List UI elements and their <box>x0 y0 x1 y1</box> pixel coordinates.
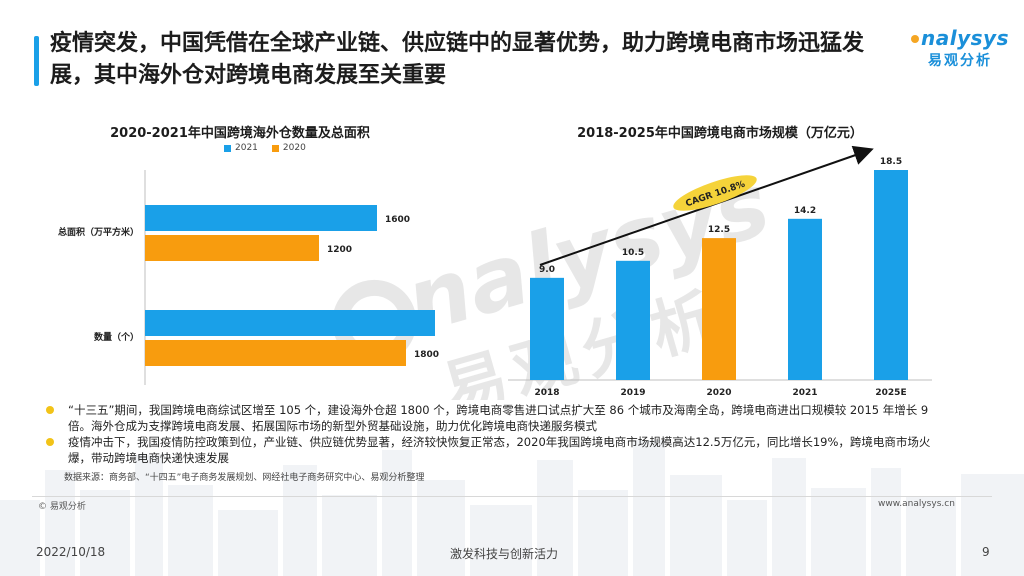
logo-dot-icon <box>911 35 919 43</box>
footer-divider <box>32 496 992 497</box>
page-number: 9 <box>982 545 990 559</box>
right-chart-category-label: 2025E <box>875 388 906 398</box>
right-chart-bar <box>702 238 736 380</box>
trend-arrow <box>539 145 874 266</box>
legend-label-2021: 2021 <box>235 143 258 153</box>
bullet-dot-icon <box>46 406 54 414</box>
left-chart-category-label: 总面积（万平方米） <box>58 226 139 238</box>
legend-item-2020: 2020 <box>271 143 306 153</box>
right-chart-bar <box>616 260 650 380</box>
left-chart-title: 2020-2021年中国跨境海外仓数量及总面积 <box>110 126 370 141</box>
left-chart-bar <box>145 310 435 336</box>
logo-text-cn: 易观分析 <box>928 53 992 69</box>
right-bar-chart: CAGR 10.8%9.0201810.5201912.5202014.2202… <box>508 145 932 398</box>
title-accent-bar <box>34 36 39 86</box>
legend-swatch-2021 <box>224 144 231 152</box>
slide-date: 2022/10/18 <box>36 545 106 559</box>
left-chart-value-label: 1600 <box>385 215 410 225</box>
right-chart-category-label: 2021 <box>792 388 817 398</box>
cagr-badge <box>673 175 757 211</box>
bullet-dot-icon <box>46 438 54 446</box>
right-chart-bar <box>788 218 822 380</box>
bullet-item: “十三五”期间，我国跨境电商综试区增至 105 个，建设海外仓超 1800 个，… <box>46 402 946 434</box>
brand-logo: nalysys 易观分析 <box>905 26 1015 70</box>
slide-tagline: 激发科技与创新活力 <box>450 547 559 561</box>
left-chart-bar <box>145 235 319 261</box>
legend-item-2021: 2021 <box>224 143 258 153</box>
right-chart-category-label: 2019 <box>620 388 645 398</box>
legend-swatch-2020 <box>271 144 279 152</box>
left-chart-legend: 2021 2020 <box>224 143 306 153</box>
right-chart-value-label: 14.2 <box>794 206 816 216</box>
left-chart-value-label: 1200 <box>327 245 352 255</box>
left-chart-category-label: 数量（个） <box>94 331 139 343</box>
right-chart-value-label: 9.0 <box>539 265 555 275</box>
legend-label-2020: 2020 <box>282 143 306 153</box>
right-chart-category-label: 2018 <box>534 388 559 398</box>
bullet-list: “十三五”期间，我国跨境电商综试区增至 105 个，建设海外仓超 1800 个，… <box>46 402 946 466</box>
copyright: © 易观分析 <box>38 502 86 512</box>
left-chart-bar <box>145 205 377 231</box>
bullet-item: 疫情冲击下，我国疫情防控政策到位，产业链、供应链优势显著，经济较快恢复正常态，2… <box>46 434 946 466</box>
page-title: 疫情突发，中国凭借在全球产业链、供应链中的显著优势，助力跨境电商市场迅猛发展，其… <box>50 31 865 88</box>
data-source: 数据来源：商务部、“十四五”电子商务发展规划、网经社电子商务研究中心、易观分析整… <box>64 473 425 483</box>
right-chart-bar <box>874 170 908 380</box>
right-chart-value-label: 10.5 <box>622 248 644 258</box>
bullet-text-1: “十三五”期间，我国跨境电商综试区增至 105 个，建设海外仓超 1800 个，… <box>68 403 929 433</box>
right-chart-value-label: 18.5 <box>880 157 902 167</box>
bullet-text-2: 疫情冲击下，我国疫情防控政策到位，产业链、供应链优势显著，经济较快恢复正常态，2… <box>68 435 931 465</box>
right-chart-category-label: 2020 <box>706 388 731 398</box>
right-chart-value-label: 12.5 <box>708 225 730 235</box>
logo-text-en: nalysys <box>921 26 1009 50</box>
right-chart-title: 2018-2025年中国跨境电商市场规模（万亿元） <box>577 126 863 141</box>
website-link[interactable]: www.analysys.cn <box>878 499 955 509</box>
left-chart-value-label: 1800 <box>414 350 439 360</box>
left-chart-bar <box>145 340 406 366</box>
right-chart-bar <box>530 277 564 380</box>
